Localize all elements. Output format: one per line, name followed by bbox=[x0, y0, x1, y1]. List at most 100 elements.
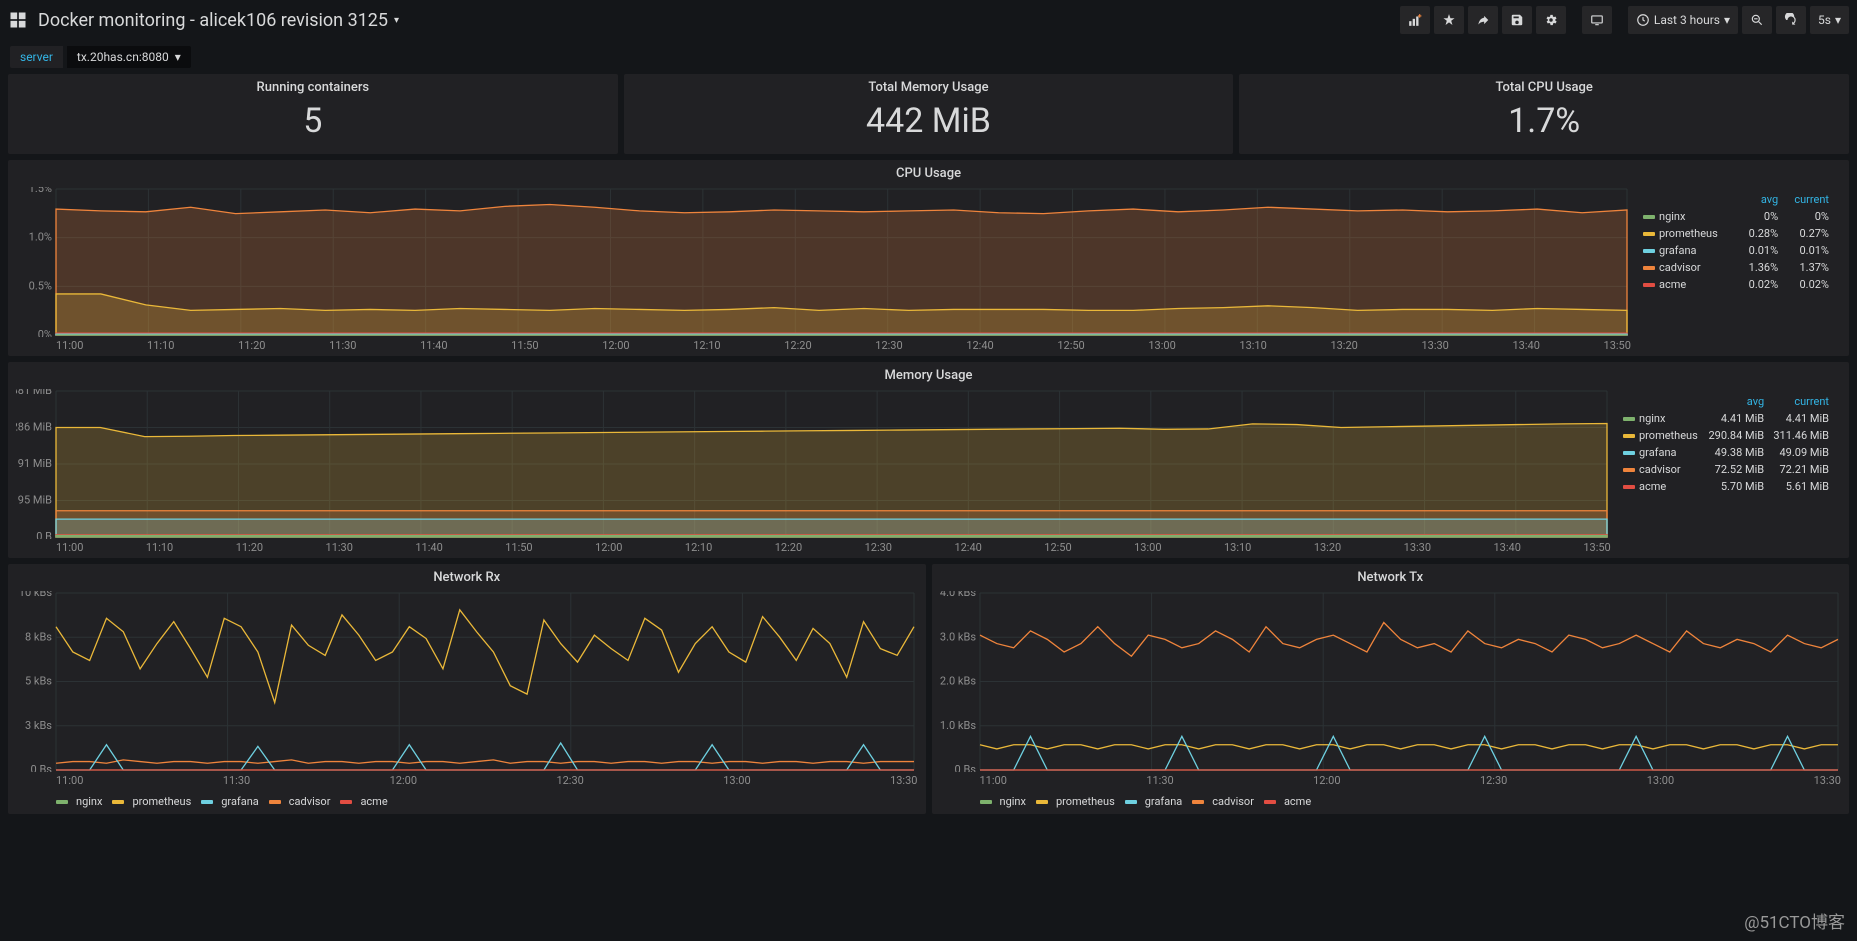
legend-item[interactable]: nginx bbox=[980, 795, 1026, 808]
stat-value: 5 bbox=[303, 101, 322, 141]
svg-text:8 kBs: 8 kBs bbox=[25, 630, 52, 643]
svg-text:0 Bs: 0 Bs bbox=[31, 763, 53, 772]
network-row: Network Rx 10 kBs8 kBs5 kBs3 kBs0 Bs 11:… bbox=[8, 564, 1849, 814]
legend-item[interactable]: cadvisor bbox=[269, 795, 331, 808]
legend-row[interactable]: prometheus0.28%0.27% bbox=[1639, 225, 1833, 242]
chart-area: 381 MiB 286 MiB 191 MiB 95 MiB 0 B 11:0011:1… bbox=[16, 389, 1611, 558]
legend-item[interactable]: acme bbox=[1264, 795, 1311, 808]
svg-text:5 kBs: 5 kBs bbox=[25, 675, 52, 688]
header-left: Docker monitoring - alicek106 revision 3… bbox=[8, 10, 1400, 31]
svg-text:0 B: 0 B bbox=[36, 530, 52, 539]
stat-value: 442 MiB bbox=[866, 101, 991, 141]
dashboard-title[interactable]: Docker monitoring - alicek106 revision 3… bbox=[38, 10, 388, 31]
var-value-server[interactable]: tx.20has.cn:8080 ▾ bbox=[67, 46, 191, 68]
chevron-down-icon: ▾ bbox=[1835, 13, 1841, 27]
legend-item[interactable]: grafana bbox=[1125, 795, 1183, 808]
refresh-button[interactable] bbox=[1776, 6, 1806, 34]
legend-row[interactable]: prometheus290.84 MiB311.46 MiB bbox=[1619, 427, 1833, 444]
panel-memory-usage[interactable]: Memory Usage 381 MiB 286 MiB 191 MiB 95 MiB… bbox=[8, 362, 1849, 558]
svg-text:4.0 kBs: 4.0 kBs bbox=[940, 591, 976, 599]
panel-network-rx[interactable]: Network Rx 10 kBs8 kBs5 kBs3 kBs0 Bs 11:… bbox=[8, 564, 926, 814]
svg-text:0%: 0% bbox=[38, 328, 52, 337]
legend-row[interactable]: grafana49.38 MiB49.09 MiB bbox=[1619, 444, 1833, 461]
save-button[interactable] bbox=[1502, 6, 1532, 34]
settings-button[interactable] bbox=[1536, 6, 1566, 34]
legend-row[interactable]: grafana0.01%0.01% bbox=[1639, 242, 1833, 259]
svg-text:286 MiB: 286 MiB bbox=[16, 421, 52, 434]
time-range-button[interactable]: Last 3 hours ▾ bbox=[1628, 6, 1738, 34]
memory-chart[interactable]: 381 MiB 286 MiB 191 MiB 95 MiB 0 B bbox=[16, 389, 1611, 539]
legend-memory: avgcurrentnginx4.41 MiB4.41 MiBprometheu… bbox=[1611, 389, 1841, 558]
top-header: Docker monitoring - alicek106 revision 3… bbox=[0, 0, 1857, 40]
cpu-chart[interactable]: 1.5% 1.0% 0.5% 0% bbox=[16, 187, 1631, 337]
legend-item[interactable]: grafana bbox=[201, 795, 259, 808]
template-var-row: server tx.20has.cn:8080 ▾ bbox=[0, 40, 1857, 74]
tv-mode-button[interactable] bbox=[1582, 6, 1612, 34]
chevron-down-icon[interactable]: ▾ bbox=[394, 15, 399, 26]
time-range-label: Last 3 hours bbox=[1654, 13, 1720, 27]
legend-item[interactable]: acme bbox=[340, 795, 387, 808]
x-axis: 11:0011:1011:2011:3011:4011:5012:0012:10… bbox=[16, 337, 1631, 356]
graph-body: 1.5% 1.0% 0.5% 0% 11:0011:1011:2011:3011:40… bbox=[8, 183, 1849, 356]
svg-text:2.0 kBs: 2.0 kBs bbox=[940, 675, 976, 688]
svg-text:1.0%: 1.0% bbox=[29, 231, 52, 244]
panel-title: Network Tx bbox=[932, 564, 1850, 587]
legend-item[interactable]: cadvisor bbox=[1192, 795, 1254, 808]
stat-total-memory[interactable]: Total Memory Usage 442 MiB bbox=[624, 74, 1234, 154]
x-axis: 11:0011:3012:0012:3013:0013:30 bbox=[16, 772, 918, 791]
legend-table: avgcurrentnginx4.41 MiB4.41 MiBprometheu… bbox=[1619, 393, 1833, 495]
dashboard-body: Running containers 5 Total Memory Usage … bbox=[0, 74, 1857, 822]
svg-text:191 MiB: 191 MiB bbox=[16, 457, 52, 470]
zoom-out-button[interactable] bbox=[1742, 6, 1772, 34]
panel-title: Total Memory Usage bbox=[868, 74, 988, 97]
stat-running-containers[interactable]: Running containers 5 bbox=[8, 74, 618, 154]
stat-total-cpu[interactable]: Total CPU Usage 1.7% bbox=[1239, 74, 1849, 154]
svg-text:10 kBs: 10 kBs bbox=[19, 591, 53, 599]
svg-text:381 MiB: 381 MiB bbox=[16, 389, 52, 397]
x-axis: 11:0011:1011:2011:3011:4011:5012:0012:10… bbox=[16, 539, 1611, 558]
share-button[interactable] bbox=[1468, 6, 1498, 34]
network-tx-chart[interactable]: 4.0 kBs 3.0 kBs 2.0 kBs 1.0 kBs 0 Bs bbox=[940, 591, 1842, 772]
svg-text:3 kBs: 3 kBs bbox=[25, 719, 52, 732]
stat-row: Running containers 5 Total Memory Usage … bbox=[8, 74, 1849, 154]
dashboard-icon[interactable] bbox=[8, 10, 28, 30]
graph-body: 10 kBs 8 kBs 5 kBs 3 kBs 0 Bs 11:0011:3012:0… bbox=[8, 587, 926, 814]
graph-body: 381 MiB 286 MiB 191 MiB 95 MiB 0 B 11:0011:1… bbox=[8, 385, 1849, 558]
svg-text:1.5%: 1.5% bbox=[29, 187, 52, 195]
legend-item[interactable]: prometheus bbox=[112, 795, 191, 808]
panel-title: CPU Usage bbox=[8, 160, 1849, 183]
svg-text:1.0 kBs: 1.0 kBs bbox=[940, 719, 976, 732]
refresh-interval-label: 5s bbox=[1818, 13, 1831, 27]
legend-item[interactable]: nginx bbox=[56, 795, 102, 808]
watermark: @51CTO博客 bbox=[1744, 908, 1845, 933]
legend-item[interactable]: prometheus bbox=[1036, 795, 1115, 808]
network-rx-chart[interactable]: 10 kBs 8 kBs 5 kBs 3 kBs 0 Bs bbox=[16, 591, 918, 772]
panel-title: Memory Usage bbox=[8, 362, 1849, 385]
legend-bottom: nginx prometheus grafana cadvisor acme bbox=[940, 791, 1842, 814]
stat-value: 1.7% bbox=[1508, 101, 1580, 141]
refresh-interval-button[interactable]: 5s ▾ bbox=[1810, 6, 1849, 34]
panel-network-tx[interactable]: Network Tx 4.0 kBs 3.0 kBs 2.0 kBs 1.0 kBs 0… bbox=[932, 564, 1850, 814]
legend-row[interactable]: acme5.70 MiB5.61 MiB bbox=[1619, 478, 1833, 495]
legend-row[interactable]: cadvisor1.36%1.37% bbox=[1639, 259, 1833, 276]
panel-cpu-usage[interactable]: CPU Usage 1.5% 1.0% 0.5% 0% 11:0011:1011:20… bbox=[8, 160, 1849, 356]
panel-title: Running containers bbox=[257, 74, 370, 97]
chart-area: 1.5% 1.0% 0.5% 0% 11:0011:1011:2011:3011:40… bbox=[16, 187, 1631, 356]
svg-text:0.5%: 0.5% bbox=[29, 279, 52, 292]
svg-text:3.0 kBs: 3.0 kBs bbox=[940, 630, 976, 643]
chevron-down-icon: ▾ bbox=[175, 50, 181, 64]
legend-row[interactable]: nginx4.41 MiB4.41 MiB bbox=[1619, 410, 1833, 427]
legend-row[interactable]: acme0.02%0.02% bbox=[1639, 276, 1833, 293]
chevron-down-icon: ▾ bbox=[1724, 13, 1730, 27]
legend-cpu: avgcurrentnginx0%0%prometheus0.28%0.27%g… bbox=[1631, 187, 1841, 356]
star-button[interactable] bbox=[1434, 6, 1464, 34]
panel-title: Total CPU Usage bbox=[1496, 74, 1593, 97]
svg-text:95 MiB: 95 MiB bbox=[18, 494, 52, 507]
var-value-text: tx.20has.cn:8080 bbox=[77, 50, 169, 64]
svg-text:0 Bs: 0 Bs bbox=[954, 763, 976, 772]
legend-row[interactable]: nginx0%0% bbox=[1639, 208, 1833, 225]
legend-bottom: nginx prometheus grafana cadvisor acme bbox=[16, 791, 918, 814]
add-panel-button[interactable] bbox=[1400, 6, 1430, 34]
var-label-server: server bbox=[10, 46, 63, 68]
legend-row[interactable]: cadvisor72.52 MiB72.21 MiB bbox=[1619, 461, 1833, 478]
